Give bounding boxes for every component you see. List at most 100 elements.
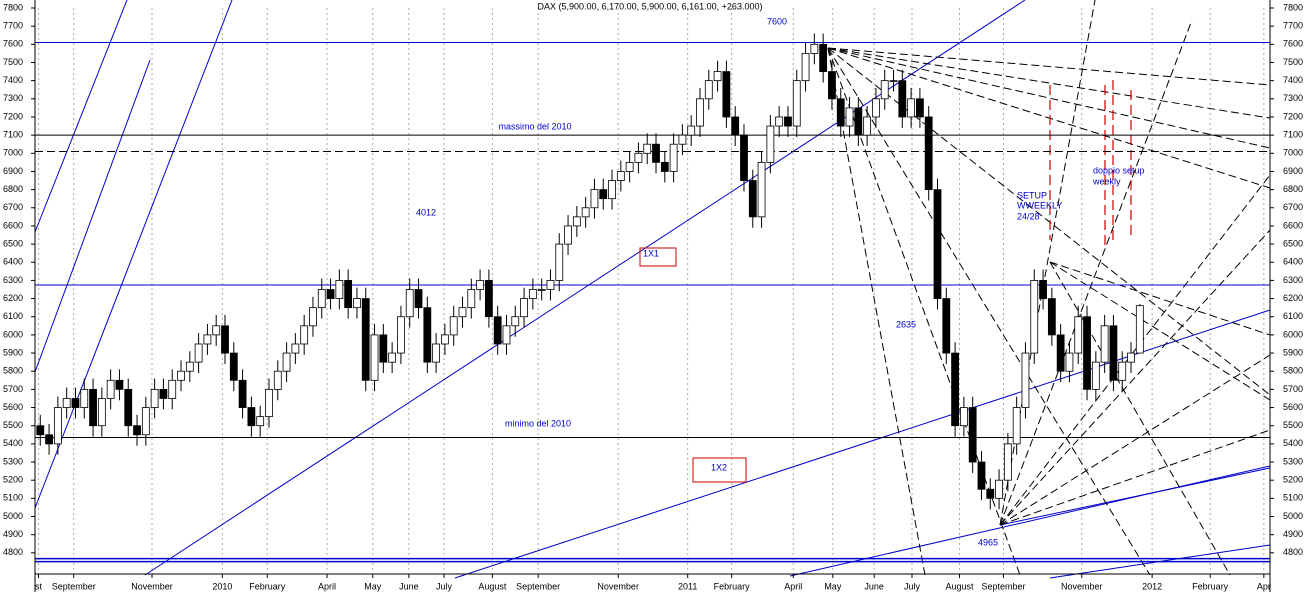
y-tick-label: 5600 [1283,402,1303,412]
candle-body [863,116,872,136]
candle-body [106,379,115,399]
candle-body [1100,325,1109,363]
x-tick-label: 2010 [212,581,232,591]
candle-body [265,388,273,418]
candle-body [133,425,141,436]
candle-body [889,80,898,83]
fan-line [1049,261,1271,336]
x-tick-label: February [714,581,751,591]
candle-body [309,307,317,327]
fan-line [827,47,1271,189]
candle-body [238,379,247,408]
x-tick-label: June [399,581,419,591]
candle-body [141,407,150,436]
candle-body [757,161,766,218]
candle-body [203,334,212,345]
y-tick-label: 5200 [1283,475,1303,485]
y-tick-label: 7400 [1283,75,1303,85]
candle-body [353,298,361,309]
y-tick-label: 5900 [3,347,23,357]
candle-body [608,180,616,200]
candle-body [625,161,634,172]
candle-body [361,298,370,381]
y-tick-label: 6200 [1283,293,1303,303]
y-tick-label: 6500 [1283,238,1303,248]
x-tick-label: April [318,581,336,591]
chart-title: DAX (5,900.00, 6,170.00, 5,900.00, 6,161… [538,1,763,11]
x-tick-label: May [364,581,382,591]
candle-body [687,125,696,136]
y-tick-label: 5500 [3,420,23,430]
candle-body [704,80,713,100]
y-tick-label: 5600 [3,402,23,412]
candle-body [441,334,449,345]
candle-body [784,116,792,127]
fan-line [827,47,1021,576]
candle-body [344,280,353,309]
candle-body [36,425,45,436]
label-box [639,247,677,267]
annotation: 1X2 [711,462,727,472]
y-tick-label: 5700 [3,384,23,394]
candle-body [740,134,748,181]
candle-body [273,370,282,390]
y-tick-label: 4800 [1283,547,1303,557]
fan-line [999,174,1271,526]
trend-line [34,0,128,233]
candle-body [1003,443,1012,481]
candle-body [53,407,62,445]
y-tick-label: 4900 [1283,529,1303,539]
candle-body [1056,334,1065,372]
y-tick-label: 7000 [3,148,23,158]
y-tick-label: 7100 [3,130,23,140]
y-tick-label: 5000 [3,511,23,521]
label-box [692,457,747,483]
candle-body [282,352,291,372]
annotation: WWEEKLY [1017,200,1062,210]
candle-body [247,407,256,427]
y-tick-label: 6400 [1283,257,1303,267]
candle-body [1021,352,1030,408]
y-tick-label: 6900 [3,166,23,176]
y-tick-label: 6500 [3,238,23,248]
candle-body [1074,316,1083,354]
candle-body [1109,325,1118,381]
y-tick-label: 7200 [1283,111,1303,121]
candle-body [467,289,476,309]
candle-body [449,316,458,336]
y-tick-label: 6100 [1283,311,1303,321]
candle-body [80,388,89,408]
candle-body [511,316,520,327]
candle-body [150,388,159,408]
candle-body [476,280,484,290]
candle-body [696,98,704,127]
y-tick-label: 7500 [3,57,23,67]
y-tick-label: 6300 [1283,275,1303,285]
candle-body [291,343,300,354]
y-tick-label: 7000 [1283,148,1303,158]
y-tick-label: 4800 [3,547,23,557]
candle-body [810,43,819,54]
y-tick-label: 7700 [3,21,23,31]
y-tick-label: 6000 [1283,329,1303,339]
candle-body [942,298,951,354]
candle-body [45,434,53,445]
candle-body [414,289,423,309]
candle-body [572,216,581,227]
y-tick-label: 7100 [1283,130,1303,140]
candle-body [748,180,757,218]
candle-body [731,116,740,136]
fan-line [827,47,1271,149]
x-tick-label: May [824,581,842,591]
y-tick-label: 6900 [1283,166,1303,176]
candle-body [397,316,405,354]
y-tick-label: 6600 [3,220,23,230]
candle-body [1083,316,1091,390]
y-tick-label: 5400 [1283,438,1303,448]
candle-body [722,71,731,118]
candle-body [423,307,432,363]
candle-body [836,98,845,127]
candle-body [370,334,379,381]
